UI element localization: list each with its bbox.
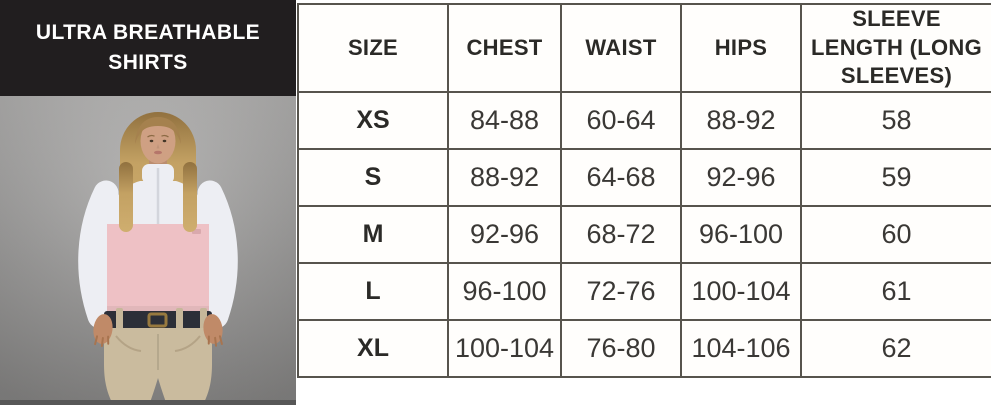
hand-right <box>203 314 223 347</box>
table-row-xs: XS 84-88 60-64 88-92 58 <box>297 90 991 150</box>
cell-hips: 104-106 <box>680 318 802 378</box>
cell-chest: 88-92 <box>447 147 562 207</box>
pocket-left <box>115 335 142 352</box>
cell-size: XL <box>297 318 449 378</box>
cell-sleeve: 60 <box>800 204 991 264</box>
col-header-sleeve: SLEEVE LENGTH (LONG SLEEVES) <box>800 3 991 93</box>
cell-sleeve: 62 <box>800 318 991 378</box>
belt-buckle <box>147 312 168 328</box>
eyebrow-right <box>161 134 169 138</box>
lips <box>154 150 162 155</box>
cell-hips: 92-96 <box>680 147 802 207</box>
cell-waist: 76-80 <box>560 318 682 378</box>
col-header-hips: HIPS <box>680 3 802 93</box>
cell-chest: 92-96 <box>447 204 562 264</box>
hair-strand-right <box>183 162 197 232</box>
eye-left <box>149 139 154 143</box>
cell-size: L <box>297 261 449 321</box>
belt-loop-right <box>176 308 183 331</box>
size-chart-table: SIZE CHEST WAIST HIPS SLEEVE LENGTH (LON… <box>297 3 991 378</box>
col-header-chest: CHEST <box>447 3 562 93</box>
page-title: ULTRA BREATHABLE SHIRTS <box>35 21 261 74</box>
cell-waist: 68-72 <box>560 204 682 264</box>
table-row-l: L 96-100 72-76 100-104 61 <box>297 261 991 321</box>
hair-strand-left <box>119 162 133 232</box>
cell-chest: 84-88 <box>447 90 562 150</box>
table-row-xl: XL 100-104 76-80 104-106 62 <box>297 318 991 378</box>
header-row: SIZE CHEST WAIST HIPS SLEEVE LENGTH (LON… <box>297 3 991 93</box>
sleeve-right <box>197 180 238 329</box>
col-header-waist: WAIST <box>560 3 682 93</box>
cell-waist: 72-76 <box>560 261 682 321</box>
title-box: ULTRA BREATHABLE SHIRTS <box>0 0 296 96</box>
sleeve-left <box>78 180 119 329</box>
nose-shadow <box>156 144 160 149</box>
col-header-size: SIZE <box>297 3 449 93</box>
cell-sleeve: 61 <box>800 261 991 321</box>
table-row-m: M 92-96 68-72 96-100 60 <box>297 204 991 264</box>
hair-front <box>135 117 181 144</box>
eyebrow-left <box>147 134 155 138</box>
cell-sleeve: 58 <box>800 90 991 150</box>
hand-left <box>93 314 113 347</box>
pink-panel-shadow <box>107 306 209 314</box>
cell-size: S <box>297 147 449 207</box>
cell-hips: 88-92 <box>680 90 802 150</box>
cell-size: M <box>297 204 449 264</box>
photo-bottom-strip <box>0 400 296 405</box>
cell-waist: 60-64 <box>560 90 682 150</box>
model-photo-illustration <box>0 96 296 405</box>
left-panel: ULTRA BREATHABLE SHIRTS <box>0 0 296 405</box>
cell-hips: 96-100 <box>680 204 802 264</box>
shirt-pink-panel <box>107 224 209 314</box>
belt <box>104 311 212 328</box>
table-row-s: S 88-92 64-68 92-96 59 <box>297 147 991 207</box>
cell-size: XS <box>297 90 449 150</box>
pocket-right <box>174 335 201 352</box>
cell-hips: 100-104 <box>680 261 802 321</box>
eye-right <box>162 139 167 143</box>
cell-chest: 100-104 <box>447 318 562 378</box>
cell-chest: 96-100 <box>447 261 562 321</box>
cell-sleeve: 59 <box>800 147 991 207</box>
face <box>140 118 176 164</box>
model-photo <box>0 96 296 405</box>
belt-loop-left <box>116 308 123 331</box>
cell-waist: 64-68 <box>560 147 682 207</box>
